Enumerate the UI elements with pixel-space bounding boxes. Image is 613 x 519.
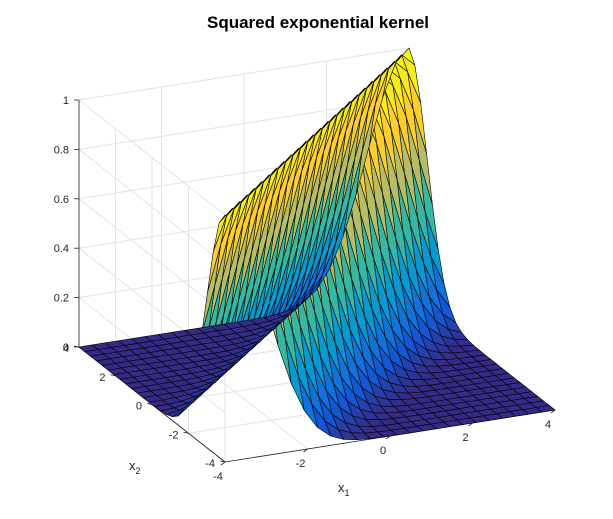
- z-tick-label: 0.8: [54, 144, 69, 156]
- x-tick-mark: [303, 448, 308, 453]
- x-tick-mark: [550, 409, 556, 414]
- z-tick-label: 1: [63, 95, 69, 107]
- z-tick-label: 0: [63, 342, 69, 354]
- y-axis-label: x2: [129, 458, 141, 476]
- x-tick-mark: [468, 422, 473, 427]
- x-tick-mark: [220, 461, 226, 466]
- y-tick-label: -2: [169, 429, 179, 441]
- surface-cell: [78, 344, 99, 352]
- x-axis-label: x1: [338, 480, 350, 498]
- x-tick-label: 2: [462, 432, 468, 444]
- x-tick-label: -4: [213, 471, 223, 483]
- y-tick-label: -4: [205, 458, 215, 470]
- z-tick-label: 0.2: [54, 293, 69, 305]
- z-tick-label: 0.4: [54, 243, 69, 255]
- z-tick-label: 0.6: [54, 194, 69, 206]
- x-tick-mark: [385, 435, 391, 440]
- y-tick-mark: [183, 431, 189, 434]
- x-tick-label: 4: [545, 419, 551, 431]
- y-tick-label: 4: [63, 343, 69, 355]
- surface-mesh: [78, 47, 556, 441]
- x-tick-label: 0: [380, 445, 386, 457]
- chart-title: Squared exponential kernel: [207, 13, 429, 32]
- y-tick-label: 0: [136, 401, 142, 413]
- y-tick-label: 2: [99, 372, 105, 384]
- y-tick-mark: [146, 403, 153, 405]
- y-tick-mark: [110, 374, 116, 377]
- y-tick-mark: [219, 460, 226, 463]
- x-tick-label: -2: [296, 458, 306, 470]
